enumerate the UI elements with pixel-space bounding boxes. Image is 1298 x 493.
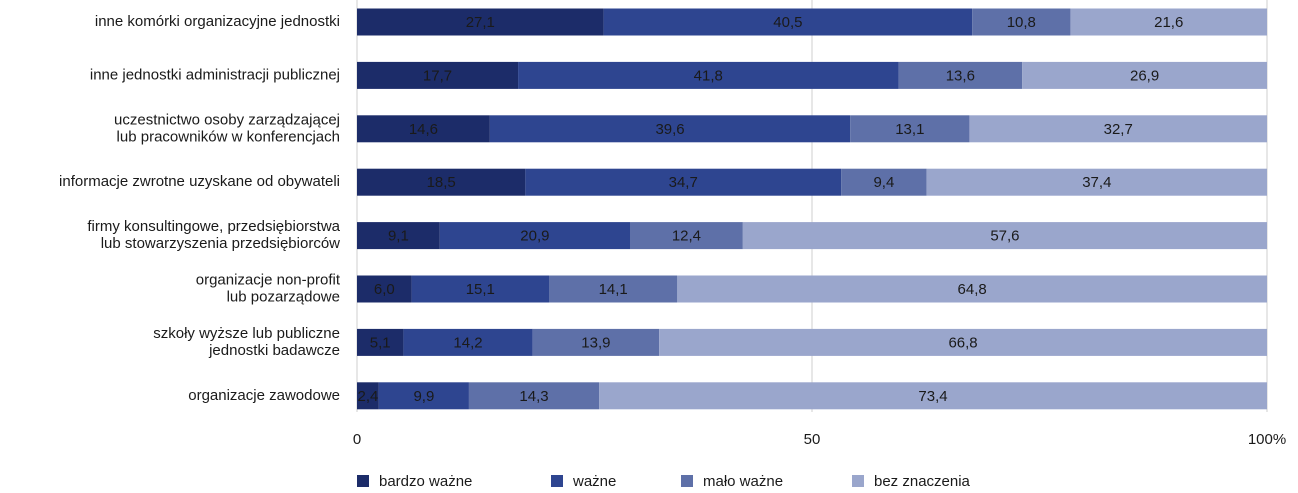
category-label: lub pracowników w konferencjach [117,128,340,145]
value-label: 18,5 [427,174,456,191]
category-label: informacje zwrotne uzyskane od obywateli [59,173,340,190]
bar-segment [403,328,533,356]
bar-segment [357,328,404,356]
bar-segment [1022,61,1267,89]
value-label: 13,6 [946,67,975,84]
bar-segment [549,275,678,303]
value-label: 17,7 [423,67,452,84]
category-label: jednostki badawcze [208,342,340,359]
category-label: firmy konsultingowe, przedsiębiorstwa [87,218,340,235]
legend-label: bez znaczenia [874,473,971,490]
legend-swatch [551,475,563,487]
bar-segment [969,115,1267,143]
value-label: 34,7 [669,174,698,191]
bar-segment [850,115,970,143]
value-label: 12,4 [672,228,701,245]
bar-segment [603,8,973,36]
category-label: inne jednostki administracji publicznej [90,66,340,83]
legend-label: ważne [572,473,616,490]
legend-swatch [357,475,369,487]
bar-segment [357,168,526,196]
value-label: 14,1 [599,281,628,298]
category-label: lub stowarzyszenia przedsiębiorców [101,235,340,252]
x-tick-label: 50 [804,431,821,448]
bar-segment [357,222,440,250]
category-label: organizacje zawodowe [188,387,340,404]
value-label: 32,7 [1104,121,1133,138]
bar-segment [926,168,1267,196]
bar-segment [357,115,490,143]
bar-segment [677,275,1267,303]
bar-segment [518,61,899,89]
bar-segment [378,382,469,410]
bar-segment [357,275,412,303]
x-tick-label: 100% [1248,431,1286,448]
legend-label: bardzo ważne [379,473,472,490]
value-label: 20,9 [520,228,549,245]
category-label: szkoły wyższe lub publiczne [153,325,340,342]
value-label: 40,5 [773,14,802,31]
value-label: 10,8 [1007,14,1036,31]
value-label: 14,6 [409,121,438,138]
value-label: 15,1 [466,281,495,298]
category-label: lub pozarządowe [227,288,340,305]
bar-segment [841,168,927,196]
value-label: 14,3 [519,388,548,405]
bar-segment [468,382,600,410]
value-label: 41,8 [694,67,723,84]
value-label: 13,9 [581,334,610,351]
bar-segment [659,328,1267,356]
legend-label: mało ważne [703,473,783,490]
bar-segment [599,382,1267,410]
value-label: 9,4 [873,174,894,191]
bar-segment [357,61,519,89]
value-label: 2,4 [357,388,378,405]
bar-segment [525,168,842,196]
x-tick-label: 0 [353,431,361,448]
bar-segment [357,8,604,36]
bar-segment [357,382,379,410]
category-label: inne komórki organizacyjne jednostki [95,13,340,30]
value-label: 14,2 [453,334,482,351]
value-label: 37,4 [1082,174,1111,191]
value-label: 13,1 [895,121,924,138]
legend-swatch [852,475,864,487]
value-label: 66,8 [948,334,977,351]
value-label: 5,1 [370,334,391,351]
value-label: 64,8 [958,281,987,298]
bar-segment [898,61,1023,89]
category-label: organizacje non-profit [196,271,341,288]
bar-segment [439,222,630,250]
bar-segment [489,115,851,143]
value-label: 73,4 [918,388,947,405]
value-label: 9,1 [388,228,409,245]
bar-segment [742,222,1267,250]
bar-segment [972,8,1071,36]
category-label: uczestnictwo osoby zarządzającej [114,111,340,128]
value-label: 39,6 [655,121,684,138]
value-label: 57,6 [990,228,1019,245]
bar-segment [411,275,550,303]
value-label: 21,6 [1154,14,1183,31]
legend-swatch [681,475,693,487]
value-label: 27,1 [466,14,495,31]
value-label: 9,9 [413,388,434,405]
value-label: 26,9 [1130,67,1159,84]
bar-segment [532,328,660,356]
bar-segment [630,222,743,250]
value-label: 6,0 [374,281,395,298]
bar-segment [1070,8,1267,36]
